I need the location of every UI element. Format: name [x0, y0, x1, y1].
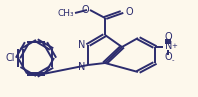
- Text: O: O: [165, 32, 173, 42]
- Text: N: N: [78, 40, 85, 50]
- Text: +: +: [171, 43, 177, 49]
- Text: O: O: [165, 52, 173, 62]
- Text: N: N: [165, 41, 172, 51]
- Text: O: O: [126, 7, 134, 17]
- Text: N: N: [78, 62, 85, 72]
- Text: O: O: [81, 5, 89, 15]
- Text: Cl: Cl: [6, 53, 15, 63]
- Text: -: -: [172, 57, 174, 63]
- Text: CH₃: CH₃: [57, 9, 74, 17]
